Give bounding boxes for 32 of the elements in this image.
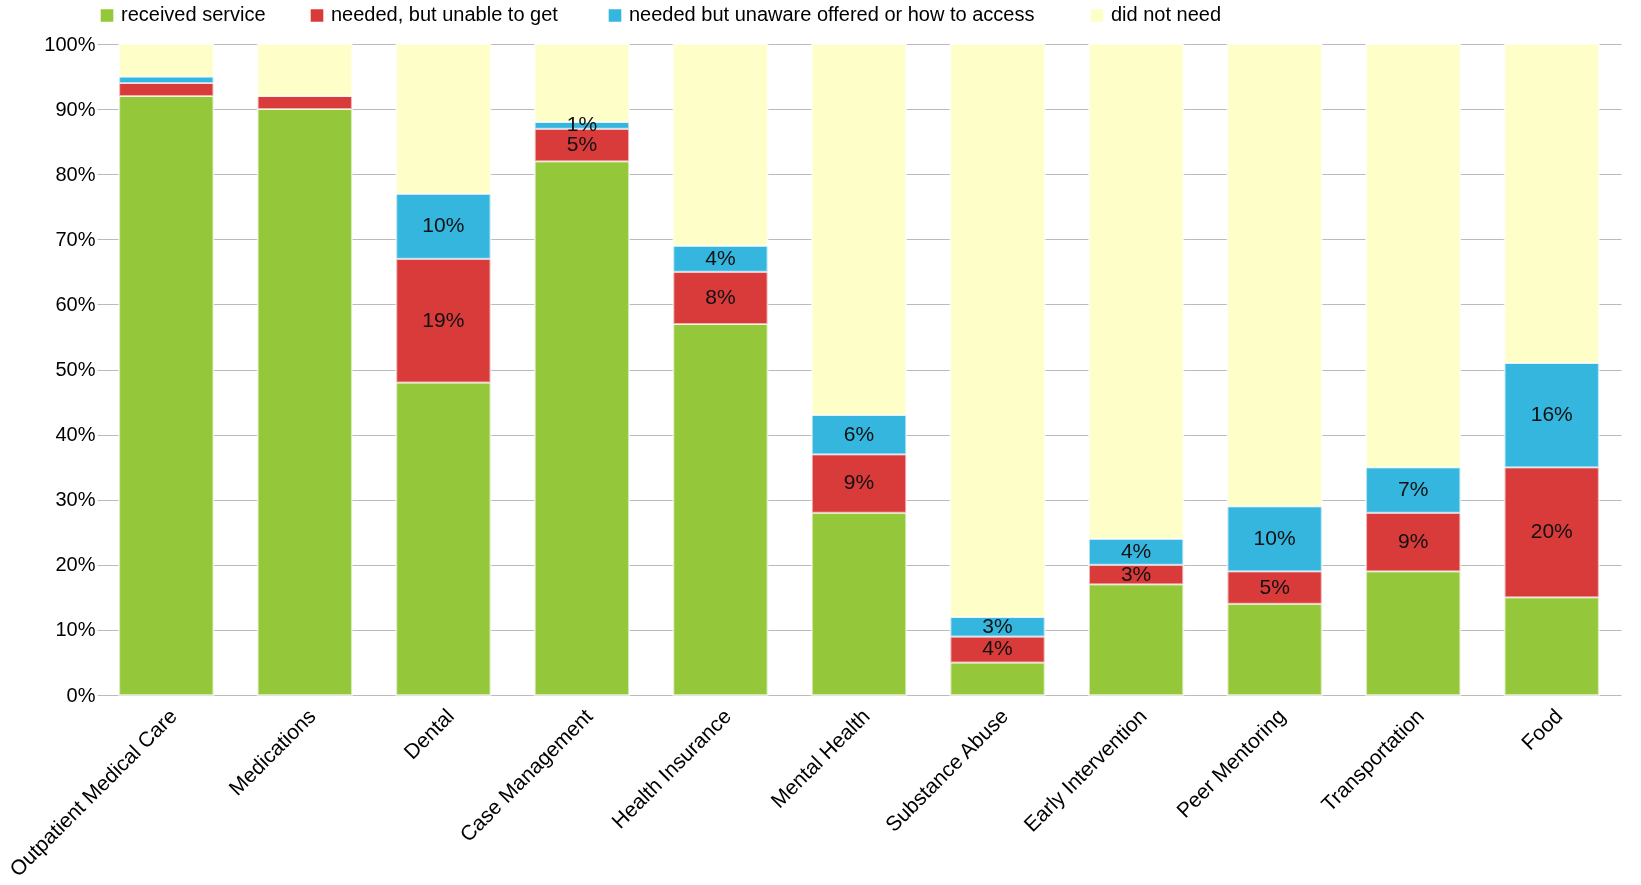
y-tick-label: 10% bbox=[55, 618, 96, 641]
y-tick-label: 80% bbox=[55, 162, 96, 185]
y-tick-label: 90% bbox=[55, 97, 96, 120]
data-label: 4% bbox=[1120, 538, 1152, 562]
y-tick-label: 30% bbox=[55, 488, 96, 511]
legend-label: received service bbox=[121, 3, 266, 26]
y-tick-label: 20% bbox=[55, 553, 96, 576]
y-tick-label: 40% bbox=[55, 423, 96, 446]
data-label: 4% bbox=[982, 636, 1013, 660]
data-label: 3% bbox=[1120, 561, 1152, 585]
data-label: 5% bbox=[1259, 574, 1290, 598]
y-tick-label: 100% bbox=[44, 32, 96, 55]
data-label: 9% bbox=[1398, 529, 1429, 553]
data-label: 20% bbox=[1530, 519, 1573, 543]
data-label: 7% bbox=[1398, 476, 1429, 500]
data-label: 5% bbox=[566, 131, 598, 155]
y-tick-label: 60% bbox=[55, 292, 96, 315]
data-label: 4% bbox=[705, 245, 736, 269]
data-label: 3% bbox=[982, 613, 1013, 637]
legend-label: needed but unaware offered or how to access bbox=[629, 3, 1035, 26]
y-tick-label: 50% bbox=[55, 358, 96, 380]
data-label: 19% bbox=[422, 307, 465, 331]
y-tick-label: 70% bbox=[55, 227, 96, 250]
data-label: 10% bbox=[1253, 525, 1296, 549]
data-label: 9% bbox=[843, 470, 875, 494]
legend-label: needed, but unable to get bbox=[331, 3, 559, 26]
legend-label: did not need bbox=[1111, 3, 1222, 26]
data-label: 6% bbox=[843, 421, 875, 445]
data-label: 16% bbox=[1530, 402, 1573, 426]
data-label: 10% bbox=[422, 213, 465, 237]
y-tick-label: 0% bbox=[66, 683, 96, 706]
data-label: 8% bbox=[705, 284, 736, 308]
